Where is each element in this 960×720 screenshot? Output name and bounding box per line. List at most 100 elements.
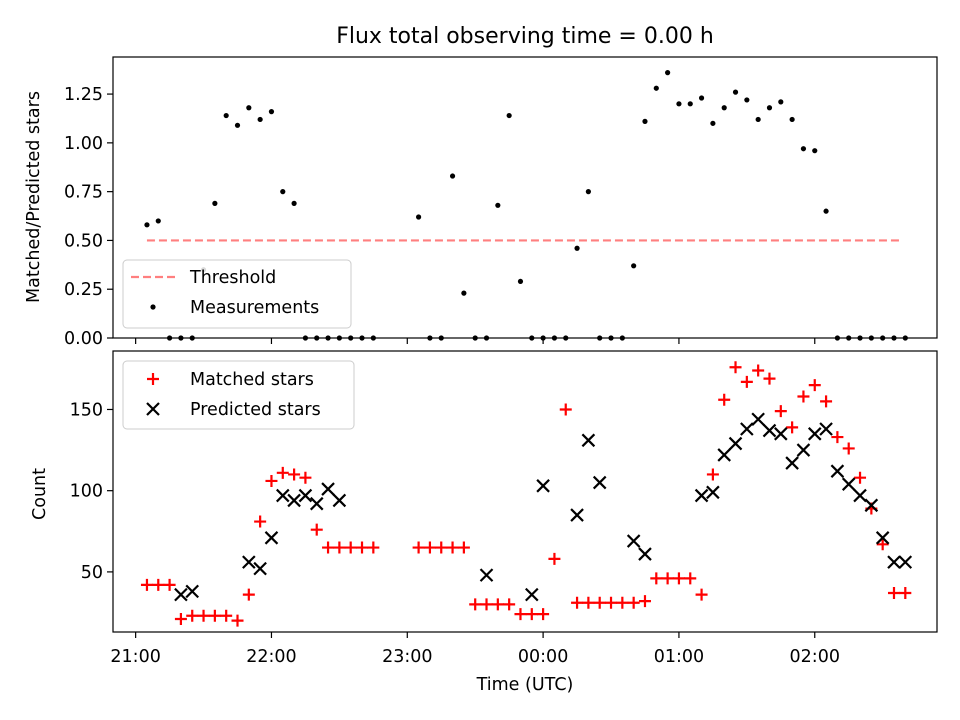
matched-star-point bbox=[763, 372, 776, 385]
predicted-star-point bbox=[525, 587, 539, 602]
predicted-star-point bbox=[276, 488, 290, 503]
matched-star-point bbox=[899, 587, 912, 600]
measurement-point bbox=[348, 335, 354, 341]
count-panel-ticks: 21:00 22:00 23:00 00:00 01:00 02:00 50 100 150 bbox=[70, 400, 840, 667]
matched-star-point bbox=[740, 375, 753, 388]
matched-star-point bbox=[831, 431, 844, 444]
matched-star-point bbox=[265, 474, 278, 487]
count-legend-box bbox=[122, 360, 355, 430]
predicted-star-point bbox=[774, 427, 788, 441]
measurement-point bbox=[223, 112, 229, 119]
matched-star-point bbox=[367, 541, 380, 554]
measurement-point bbox=[325, 335, 331, 341]
matched-star-point bbox=[525, 608, 538, 621]
matched-star-point bbox=[186, 609, 199, 622]
predicted-star-point bbox=[762, 423, 777, 438]
x-tick-label: 23:00 bbox=[382, 647, 432, 667]
predicted-star-point bbox=[242, 555, 256, 569]
count-legend: Matched stars Predicted stars bbox=[122, 360, 355, 430]
matched-star-point bbox=[605, 596, 618, 609]
matched-star-point bbox=[491, 598, 504, 611]
matched-star-point bbox=[140, 578, 153, 591]
measurement-point bbox=[551, 335, 558, 341]
measurement-point bbox=[178, 335, 184, 341]
matched-star-point bbox=[469, 598, 482, 611]
measurement-point bbox=[653, 85, 659, 91]
matched-star-point bbox=[231, 614, 244, 627]
predicted-star-point bbox=[864, 498, 879, 513]
predicted-star-point bbox=[479, 568, 494, 582]
measurement-point bbox=[721, 105, 727, 111]
matched-star-point bbox=[582, 596, 595, 609]
predicted-star-point bbox=[536, 479, 550, 493]
measurement-point bbox=[427, 335, 433, 341]
x-tick-label: 02:00 bbox=[790, 647, 840, 667]
matched-star-point bbox=[446, 541, 459, 554]
count-panel-marks bbox=[140, 361, 913, 627]
measurement-point bbox=[302, 335, 309, 341]
count-y-tick-label: 100 bbox=[70, 482, 103, 502]
matched-star-point bbox=[344, 541, 357, 554]
matched-star-point bbox=[593, 596, 606, 609]
measurement-point bbox=[676, 101, 682, 107]
measurement-point bbox=[698, 95, 705, 101]
measurement-point bbox=[461, 290, 467, 296]
matched-star-point bbox=[208, 609, 221, 622]
measurement-point bbox=[585, 189, 591, 195]
measurement-point bbox=[495, 202, 501, 208]
matched-star-point bbox=[152, 578, 165, 591]
x-tick-label: 01:00 bbox=[654, 647, 704, 667]
measurement-point bbox=[563, 335, 569, 341]
matched-star-point bbox=[854, 471, 867, 484]
matched-star-point bbox=[276, 466, 289, 479]
predicted-star-point bbox=[898, 555, 913, 569]
matched-star-point bbox=[752, 364, 765, 377]
matched-star-point bbox=[842, 442, 855, 455]
measurement-point bbox=[778, 99, 784, 105]
measurement-point bbox=[732, 89, 739, 95]
ratio-ylabel: Matched/Predicted stars bbox=[24, 91, 44, 303]
matched-star-point bbox=[356, 541, 369, 554]
predicted-star-point bbox=[592, 475, 607, 490]
measurement-point bbox=[280, 189, 286, 195]
predicted-star-point bbox=[174, 587, 188, 602]
measurement-point bbox=[370, 335, 376, 341]
matched-star-point bbox=[786, 421, 799, 434]
matched-star-point bbox=[650, 572, 663, 585]
ratio-y-tick-label: 0.50 bbox=[64, 231, 103, 251]
threshold-legend-label: Threshold bbox=[189, 268, 276, 288]
matched-star-point bbox=[797, 390, 810, 403]
measurement-point bbox=[314, 335, 320, 341]
predicted-star-point bbox=[264, 531, 279, 545]
measurements-legend-swatch bbox=[150, 304, 156, 310]
predicted-star-point bbox=[853, 488, 867, 503]
measurement-point bbox=[529, 335, 535, 341]
measurement-point bbox=[268, 109, 275, 115]
predicted-star-point bbox=[740, 422, 754, 436]
ratio-y-tick-label: 1.25 bbox=[64, 85, 103, 105]
measurement-point bbox=[472, 335, 478, 341]
matched-star-point bbox=[333, 541, 346, 554]
measurement-point bbox=[823, 208, 829, 214]
matched-star-point bbox=[480, 598, 493, 611]
predicted-star-point bbox=[830, 464, 845, 478]
predicted-legend-swatch bbox=[146, 402, 160, 416]
predicted-star-point bbox=[185, 584, 200, 599]
matched-star-point bbox=[514, 608, 527, 621]
predicted-star-point bbox=[253, 561, 267, 576]
predicted-star-point bbox=[728, 436, 743, 451]
x-tick-label: 21:00 bbox=[110, 647, 160, 667]
measurement-point bbox=[416, 214, 422, 220]
predicted-star-point bbox=[309, 496, 324, 511]
measurement-point bbox=[234, 122, 241, 128]
matched-legend-label: Matched stars bbox=[190, 370, 314, 390]
matched-star-point bbox=[820, 395, 833, 408]
measurement-point bbox=[257, 116, 263, 123]
measurement-point bbox=[766, 105, 773, 111]
measurement-point bbox=[710, 120, 716, 126]
x-tick-label: 22:00 bbox=[246, 647, 296, 667]
predicted-star-point bbox=[887, 555, 901, 569]
predicted-star-point bbox=[807, 427, 822, 441]
measurement-point bbox=[902, 335, 908, 341]
measurement-point bbox=[812, 148, 818, 154]
